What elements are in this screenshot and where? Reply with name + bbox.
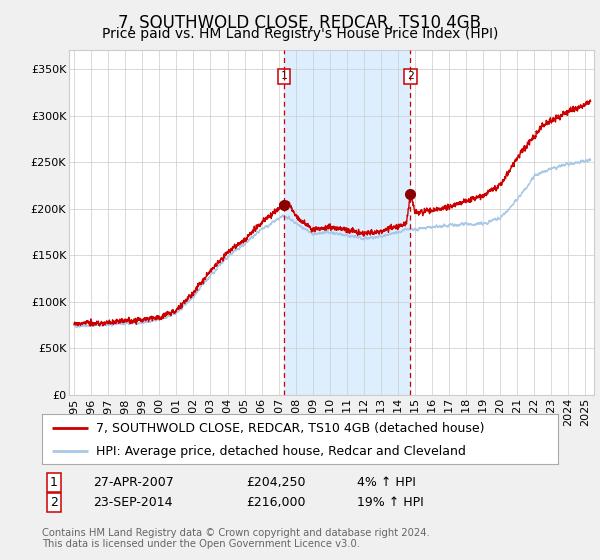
Text: 2: 2 xyxy=(407,72,414,81)
Text: Contains HM Land Registry data © Crown copyright and database right 2024.
This d: Contains HM Land Registry data © Crown c… xyxy=(42,528,430,549)
Text: HPI: Average price, detached house, Redcar and Cleveland: HPI: Average price, detached house, Redc… xyxy=(96,445,466,458)
Text: 2: 2 xyxy=(50,496,58,509)
Text: 27-APR-2007: 27-APR-2007 xyxy=(93,476,174,489)
Text: 23-SEP-2014: 23-SEP-2014 xyxy=(93,496,173,509)
Text: £204,250: £204,250 xyxy=(246,476,305,489)
Text: 1: 1 xyxy=(50,476,58,489)
Bar xyxy=(284,50,410,395)
Text: Price paid vs. HM Land Registry's House Price Index (HPI): Price paid vs. HM Land Registry's House … xyxy=(102,27,498,41)
Text: 7, SOUTHWOLD CLOSE, REDCAR, TS10 4GB (detached house): 7, SOUTHWOLD CLOSE, REDCAR, TS10 4GB (de… xyxy=(96,422,485,435)
Text: £216,000: £216,000 xyxy=(246,496,305,509)
Text: 7, SOUTHWOLD CLOSE, REDCAR, TS10 4GB: 7, SOUTHWOLD CLOSE, REDCAR, TS10 4GB xyxy=(119,14,482,32)
Text: 4% ↑ HPI: 4% ↑ HPI xyxy=(357,476,416,489)
Text: 1: 1 xyxy=(281,72,287,81)
Text: 19% ↑ HPI: 19% ↑ HPI xyxy=(357,496,424,509)
